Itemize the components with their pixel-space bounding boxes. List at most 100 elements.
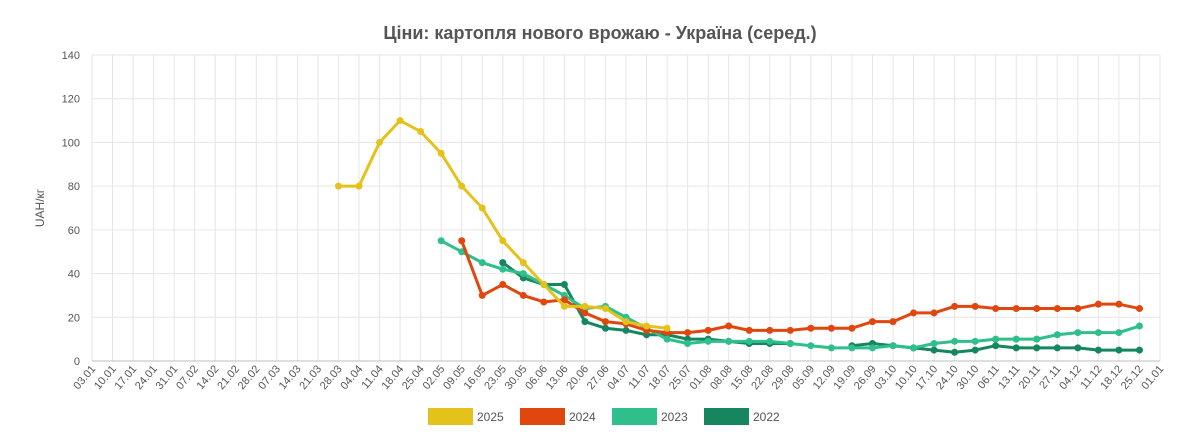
data-point-2023 [971,337,979,345]
data-point-2025 [540,281,548,288]
x-tick-label: 30.10 [955,363,982,392]
x-tick-label: 25.07 [667,363,694,392]
data-point-2023 [1115,329,1123,337]
x-tick-label: 07.02 [174,363,201,392]
data-point-2023 [1094,329,1102,337]
data-point-2024 [725,322,733,330]
x-tick-label: 25.04 [400,363,427,392]
x-tick-label: 24.10 [934,363,961,392]
data-point-2024 [601,318,609,326]
data-point-2022 [951,348,959,356]
data-point-2024 [910,309,918,317]
x-tick-label: 02.05 [421,363,448,392]
x-tick-label: 18.04 [379,363,406,392]
data-point-2023 [848,344,856,352]
data-point-2025 [601,305,609,313]
data-point-2025 [334,182,342,190]
x-tick-label: 22.08 [749,363,776,392]
x-tick-label: 04.12 [1057,363,1084,392]
x-tick-label: 18.12 [1098,363,1125,392]
x-tick-label: 06.06 [523,363,550,392]
x-tick-label: 23.05 [482,363,509,392]
x-tick-label: 19.09 [831,363,858,392]
data-point-2023 [1033,335,1041,343]
x-tick-label: 13.06 [544,363,571,392]
data-point-2024 [848,324,856,332]
data-point-2023 [1135,322,1143,330]
x-tick-label: 29.08 [770,363,797,392]
data-point-2023 [910,344,918,352]
data-point-2022 [930,346,938,354]
x-tick-label: 18.07 [646,363,673,392]
legend-swatch [520,408,565,425]
data-point-2022 [1074,344,1082,352]
x-tick-label: 04.07 [605,363,632,392]
data-point-2023 [868,344,876,352]
x-tick-label: 17.10 [913,363,940,392]
data-point-2023 [725,337,733,345]
data-point-2023 [663,335,671,343]
x-tick-label: 10.01 [92,363,119,392]
data-point-2023 [827,344,835,352]
data-point-2023 [684,340,692,348]
data-point-2023 [458,248,466,256]
x-tick-label: 25.12 [1119,363,1146,392]
data-point-2025 [396,117,404,125]
data-point-2022 [1053,344,1061,352]
data-point-2024 [1053,305,1061,313]
data-point-2025 [417,128,425,135]
x-tick-label: 21.02 [215,363,242,392]
y-tick-label: 0 [74,356,80,368]
y-axis-ticks: 0 20 40 60 80 100 120 140 [62,50,80,368]
y-tick-label: 100 [62,137,80,149]
legend-label: 2025 [477,410,504,424]
data-point-2024 [930,309,938,317]
data-point-2024 [971,302,979,310]
data-point-2025 [355,182,363,190]
data-point-2025 [478,204,486,212]
data-point-2024 [1135,305,1143,313]
legend-item-2023[interactable]: 2023 [612,408,688,425]
x-tick-label: 20.11 [1017,363,1043,391]
x-tick-label: 04.04 [338,363,365,392]
data-point-2022 [581,318,589,326]
data-point-2024 [499,281,507,288]
x-tick-label: 10.10 [893,363,920,392]
data-point-2024 [560,296,568,304]
y-tick-label: 80 [68,181,80,193]
data-point-2023 [786,340,794,348]
legend-item-2022[interactable]: 2022 [704,408,780,425]
data-point-2022 [971,346,979,354]
data-point-2024 [807,324,815,332]
data-point-2024 [766,326,774,334]
data-point-2022 [560,281,568,288]
data-point-2024 [540,298,548,306]
series-group [334,117,1143,356]
data-point-2023 [519,270,527,278]
data-point-2022 [499,259,507,267]
data-point-2024 [868,318,876,326]
data-point-2025 [581,302,589,310]
data-point-2025 [437,149,445,157]
data-point-2022 [622,326,630,334]
x-tick-label: 01.08 [688,363,715,392]
y-tick-label: 20 [68,312,80,324]
data-point-2023 [807,342,815,350]
data-point-2023 [766,337,774,345]
legend: 2025 2024 2023 2022 [428,408,780,425]
data-point-2023 [992,335,1000,343]
legend-swatch [428,408,473,425]
legend-item-2024[interactable]: 2024 [520,408,596,425]
legend-label: 2023 [661,410,688,424]
data-point-2023 [1053,331,1061,339]
data-point-2024 [1033,305,1041,313]
data-point-2024 [745,326,753,334]
x-axis-ticks: 03.0110.0117.0124.0131.0107.0214.0221.02… [71,363,1166,392]
data-point-2022 [1094,346,1102,354]
data-point-2023 [951,337,959,345]
legend-item-2025[interactable]: 2025 [428,408,504,425]
data-point-2023 [745,337,753,345]
legend-label: 2022 [753,410,780,424]
data-point-2023 [478,259,486,267]
